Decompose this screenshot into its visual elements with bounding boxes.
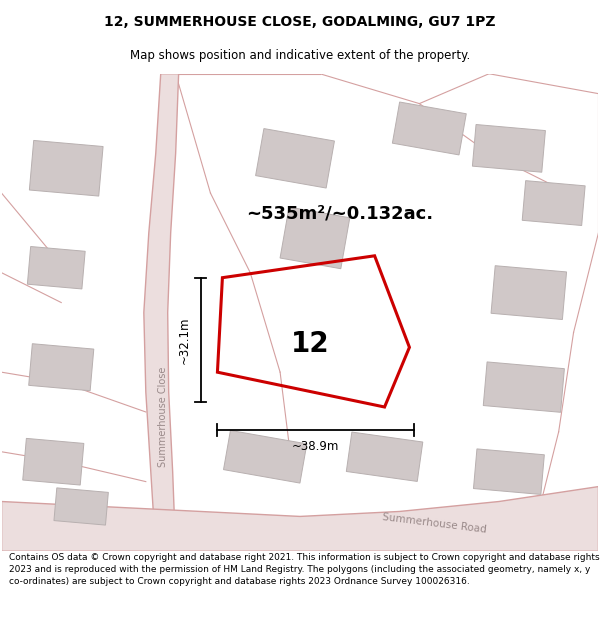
Text: Contains OS data © Crown copyright and database right 2021. This information is : Contains OS data © Crown copyright and d… (9, 553, 599, 586)
Polygon shape (280, 207, 350, 269)
Polygon shape (23, 438, 84, 485)
Text: 12, SUMMERHOUSE CLOSE, GODALMING, GU7 1PZ: 12, SUMMERHOUSE CLOSE, GODALMING, GU7 1P… (104, 15, 496, 29)
Text: Summerhouse Close: Summerhouse Close (158, 367, 168, 467)
Text: ~38.9m: ~38.9m (292, 440, 340, 453)
Polygon shape (392, 102, 466, 155)
Text: ~535m²/~0.132ac.: ~535m²/~0.132ac. (246, 204, 433, 222)
Polygon shape (522, 181, 585, 226)
Polygon shape (29, 141, 103, 196)
Polygon shape (2, 487, 598, 551)
Polygon shape (473, 449, 544, 494)
Polygon shape (483, 362, 565, 413)
Text: Map shows position and indicative extent of the property.: Map shows position and indicative extent… (130, 49, 470, 62)
Text: Summerhouse Road: Summerhouse Road (382, 512, 487, 535)
Polygon shape (491, 266, 566, 319)
Polygon shape (54, 488, 109, 525)
Polygon shape (256, 129, 334, 188)
Text: 12: 12 (290, 331, 329, 358)
Polygon shape (144, 74, 179, 551)
Polygon shape (29, 344, 94, 391)
Polygon shape (28, 246, 85, 289)
Polygon shape (346, 432, 423, 481)
Text: ~32.1m: ~32.1m (178, 316, 191, 364)
Polygon shape (472, 124, 545, 172)
Polygon shape (224, 431, 307, 483)
